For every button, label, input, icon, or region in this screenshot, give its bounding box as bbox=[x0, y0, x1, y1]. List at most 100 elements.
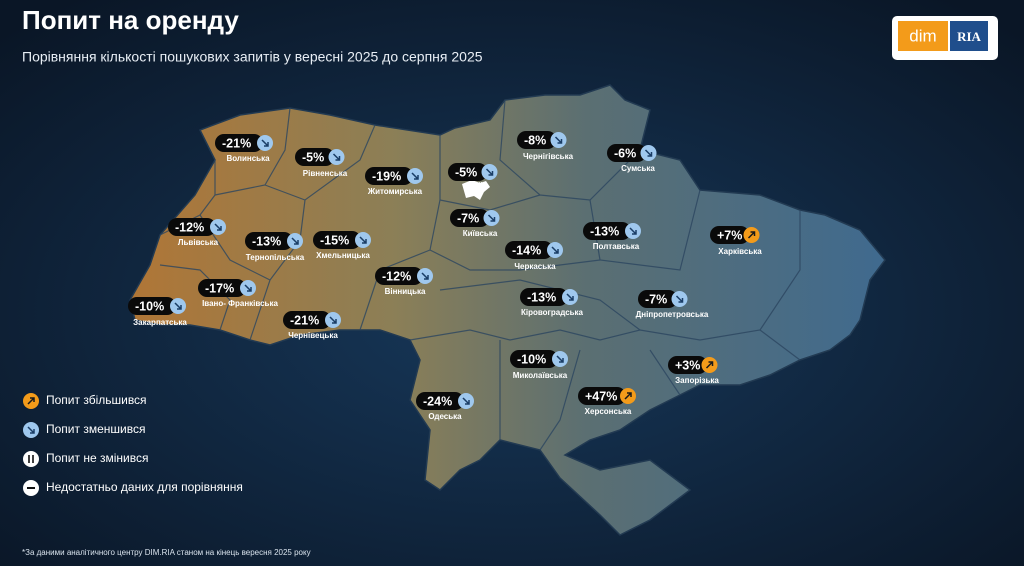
change-value: -7% bbox=[645, 292, 667, 306]
change-pill bbox=[520, 288, 568, 306]
trend-arrow bbox=[551, 246, 559, 254]
change-value: +7% bbox=[717, 228, 742, 242]
change-pill bbox=[128, 297, 176, 315]
trend-arrow bbox=[244, 284, 252, 292]
change-pill bbox=[710, 226, 750, 244]
change-pill bbox=[668, 356, 708, 374]
kyiv-city bbox=[462, 180, 490, 200]
change-value: -6% bbox=[614, 146, 636, 160]
change-value: -12% bbox=[382, 269, 411, 283]
region-name: Київ bbox=[470, 181, 487, 190]
region-name: Київська bbox=[463, 229, 498, 238]
change-value: -14% bbox=[512, 243, 541, 257]
trend-arrow bbox=[261, 139, 269, 147]
change-value: -5% bbox=[302, 150, 324, 164]
trend-arrow bbox=[411, 172, 419, 180]
region-name: Херсонська bbox=[585, 407, 632, 416]
change-pill bbox=[517, 131, 557, 149]
region-name: Рівненська bbox=[303, 169, 348, 178]
logo-right-box bbox=[950, 21, 988, 51]
change-pill bbox=[198, 279, 246, 297]
region-name: Кіровоградська bbox=[521, 308, 584, 317]
region-name: Чернівецька bbox=[288, 331, 338, 340]
legend-arrow bbox=[27, 397, 35, 405]
region-name: Тернопільська bbox=[246, 253, 305, 262]
subtitle: Порівняння кількості пошукових запитів у… bbox=[22, 49, 483, 65]
change-pill bbox=[416, 392, 464, 410]
region-name: Волинська bbox=[226, 154, 270, 163]
title: Попит на оренду bbox=[22, 5, 239, 35]
trend-arrow bbox=[554, 136, 563, 144]
change-pill bbox=[295, 148, 335, 166]
region-name: Запорізька bbox=[675, 376, 719, 385]
change-pill bbox=[215, 134, 263, 152]
region-name: Чернігівська bbox=[523, 152, 574, 161]
trend-arrow bbox=[329, 316, 337, 324]
trend-arrow bbox=[462, 397, 470, 405]
change-pill bbox=[638, 290, 678, 308]
legend-label: Попит збільшився bbox=[46, 393, 147, 407]
change-pill bbox=[365, 167, 413, 185]
trend-arrow bbox=[174, 302, 182, 310]
change-pill bbox=[375, 267, 423, 285]
trend-arrow bbox=[629, 227, 637, 235]
change-pill bbox=[313, 231, 361, 249]
trend-arrow bbox=[705, 361, 714, 369]
footnote: *За даними аналітичного центру DIM.RIA с… bbox=[22, 548, 311, 557]
region-name: Дніпропетровська bbox=[636, 310, 709, 319]
change-value: -21% bbox=[222, 136, 251, 150]
region-name: Миколаївська bbox=[513, 371, 568, 380]
region-name: Черкаська bbox=[514, 262, 556, 271]
change-pill bbox=[245, 232, 293, 250]
change-value: -13% bbox=[252, 234, 281, 248]
change-value: -8% bbox=[524, 133, 546, 147]
region-name: Вінницька bbox=[385, 287, 426, 296]
region-name: Закарпатська bbox=[133, 318, 187, 327]
trend-arrow bbox=[556, 355, 564, 363]
change-value: -12% bbox=[175, 220, 204, 234]
trend-arrow bbox=[747, 231, 756, 239]
region-name: Житомирська bbox=[367, 187, 423, 196]
change-pill bbox=[283, 311, 331, 329]
region-name: Івано- Франківська bbox=[202, 299, 278, 308]
change-pill bbox=[450, 209, 490, 227]
change-value: -19% bbox=[372, 169, 401, 183]
logo-right: RIA bbox=[957, 29, 981, 44]
region-name: Львівська bbox=[178, 238, 219, 247]
change-pill bbox=[607, 144, 647, 162]
region-name: Хмельницька bbox=[316, 251, 370, 260]
change-value: -21% bbox=[290, 313, 319, 327]
legend-icon-same bbox=[23, 451, 39, 467]
ukraine-map bbox=[129, 84, 886, 536]
change-value: +3% bbox=[675, 358, 700, 372]
logo-left-box bbox=[898, 21, 948, 51]
legend-label: Попит не змінився bbox=[46, 451, 148, 465]
change-value: -7% bbox=[457, 211, 479, 225]
change-pill bbox=[510, 350, 558, 368]
legend-label: Недостатньо даних для порівняння bbox=[46, 480, 243, 494]
change-pill bbox=[578, 387, 626, 405]
region-name: Харківська bbox=[718, 247, 762, 256]
legend-pause bbox=[28, 455, 34, 463]
change-value: -5% bbox=[455, 165, 477, 179]
legend-label: Попит зменшився bbox=[46, 422, 145, 436]
trend-arrow bbox=[291, 237, 299, 245]
legend: Попит збільшився Попит зменшився Попит н… bbox=[23, 393, 243, 496]
change-value: -17% bbox=[205, 281, 234, 295]
trend-arrow bbox=[359, 236, 367, 244]
trend-arrow bbox=[214, 223, 222, 231]
change-value: -13% bbox=[590, 224, 619, 238]
legend-arrow bbox=[27, 426, 35, 434]
trend-arrow bbox=[332, 153, 341, 161]
region-name: Сумська bbox=[621, 164, 655, 173]
trend-arrow bbox=[485, 168, 494, 176]
trend-arrow bbox=[624, 392, 632, 400]
trend-arrow bbox=[566, 293, 574, 301]
change-value: -10% bbox=[135, 299, 164, 313]
change-pill bbox=[505, 241, 553, 259]
region-name: Одеська bbox=[428, 412, 462, 421]
change-pill bbox=[583, 222, 631, 240]
change-value: +47% bbox=[585, 389, 617, 403]
